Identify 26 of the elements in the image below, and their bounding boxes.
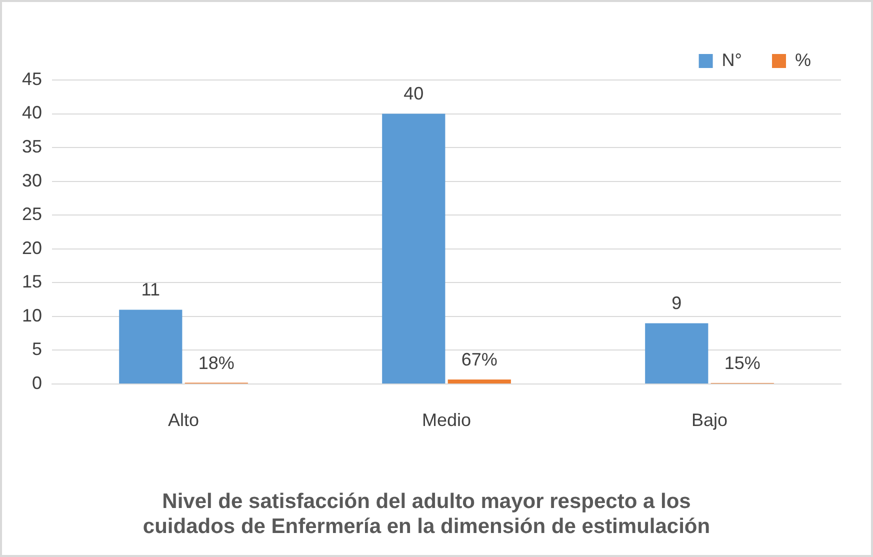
bar <box>119 310 182 384</box>
y-tick-label: 35 <box>22 136 42 157</box>
y-tick-label: 5 <box>32 339 42 360</box>
data-label: 15% <box>724 352 760 373</box>
y-tick-label: 30 <box>22 170 42 190</box>
y-tick-label: 40 <box>22 102 42 123</box>
y-tick-label: 25 <box>22 204 42 224</box>
x-tick-label: Medio <box>422 410 472 430</box>
x-tick-label: Bajo <box>691 410 728 430</box>
y-tick-label: 0 <box>32 372 42 393</box>
bar <box>448 379 511 384</box>
data-label: 40 <box>404 84 424 104</box>
y-tick-label: 15 <box>22 272 42 292</box>
data-label: 18% <box>198 352 234 373</box>
y-tick-label: 20 <box>22 238 42 258</box>
y-tick-label: 10 <box>22 305 42 326</box>
text: Nivel de satisfacción del adulto mayor respecto a los cuidados de Enfermería en la dimensión de estimulación <box>142 490 710 538</box>
x-tick-label: Alto <box>168 410 200 430</box>
bar <box>382 114 446 384</box>
data-label: 67% <box>461 349 498 370</box>
bar <box>645 323 708 384</box>
data-label: 11 <box>141 280 160 300</box>
legend-label: % <box>794 50 812 70</box>
y-tick-label: 45 <box>22 68 42 89</box>
legend-label: N° <box>722 50 742 70</box>
data-label: 9 <box>672 293 682 314</box>
